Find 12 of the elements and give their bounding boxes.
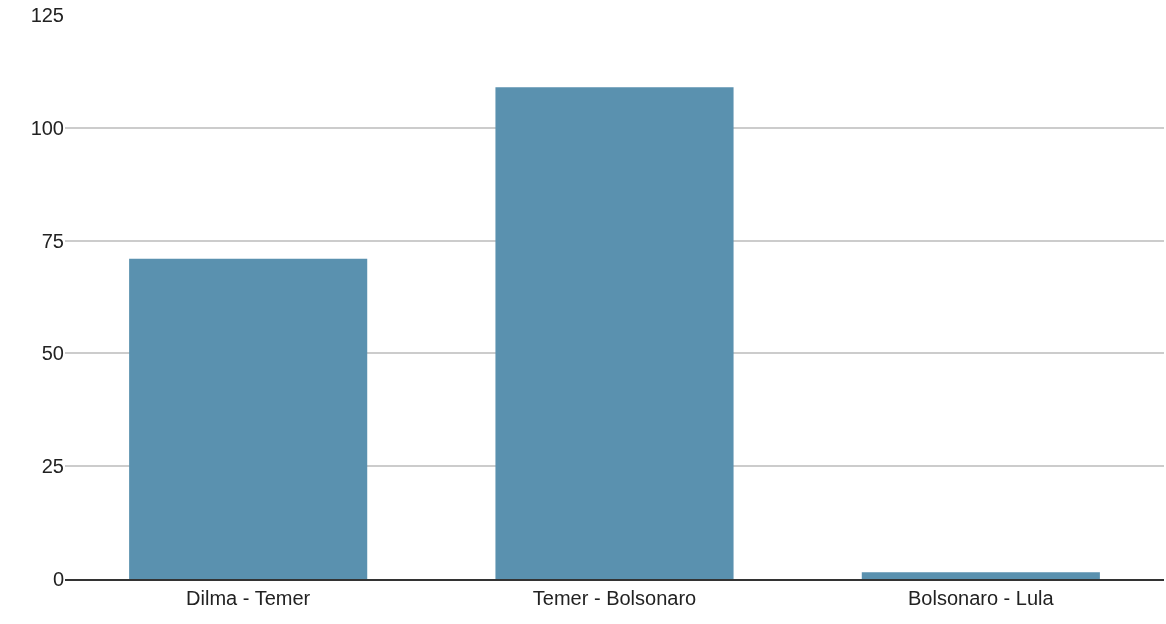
x-tick-label: Dilma - Temer <box>186 586 311 609</box>
y-tick-label: 50 <box>41 342 64 365</box>
bar <box>495 87 734 579</box>
y-tick-label: 125 <box>30 4 64 26</box>
bar <box>861 572 1100 579</box>
x-tick-label: Temer - Bolsonaro <box>532 586 697 609</box>
y-tick-label: 25 <box>41 455 64 478</box>
y-tick-label: 75 <box>41 229 64 252</box>
bar <box>129 258 368 579</box>
x-tick-label: Bolsonaro - Lula <box>908 586 1055 609</box>
y-tick-label: 100 <box>30 116 64 139</box>
y-tick-label: 0 <box>52 568 64 590</box>
